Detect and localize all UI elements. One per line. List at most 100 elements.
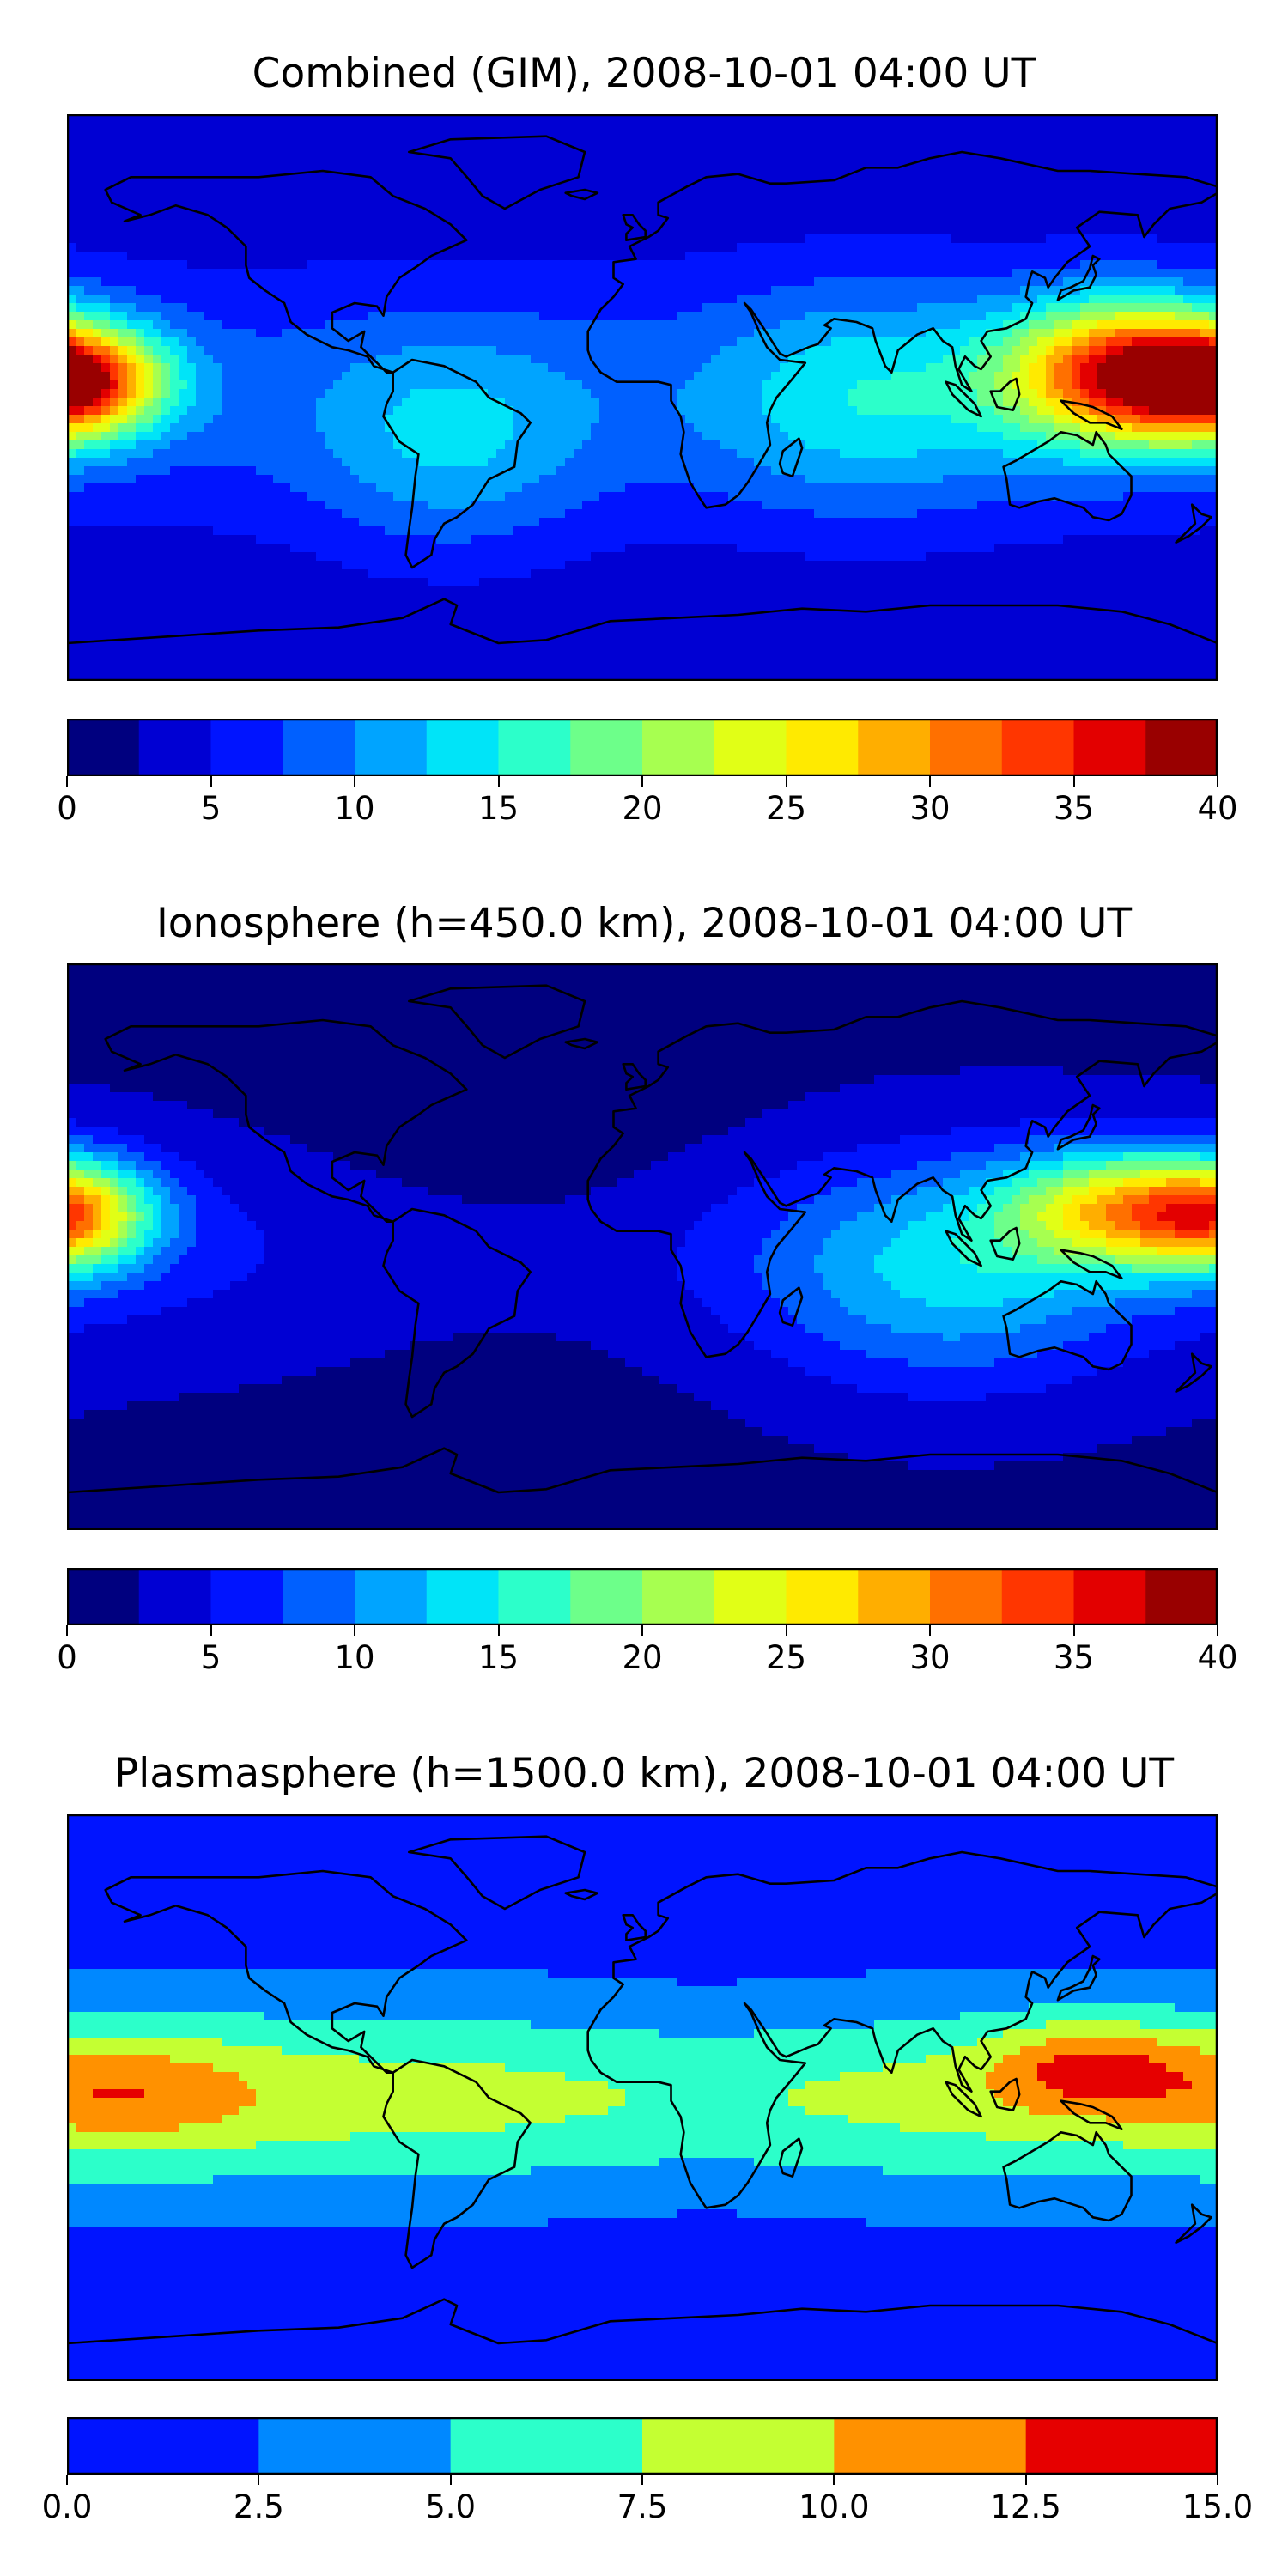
heatmap-cell [1046,389,1055,398]
heatmap-cell [1149,303,1158,313]
heatmap-cell [436,149,446,158]
heatmap-cell [445,337,454,347]
heatmap-cell [651,252,660,261]
heatmap-cell [668,389,677,398]
heatmap-cell [256,157,265,167]
heatmap-cell [642,123,652,132]
heatmap-cell [582,372,592,381]
heatmap-cell [153,140,162,149]
heatmap-cell [685,423,695,433]
heatmap-cell [883,337,892,347]
heatmap-cell [1029,183,1038,192]
heatmap-cell [797,140,806,149]
heatmap-cell [539,174,549,184]
heatmap-cell [479,226,489,235]
heatmap-cell [1063,183,1072,192]
heatmap-cell [505,286,514,295]
heatmap-cell [651,234,660,244]
heatmap-cell [196,183,205,192]
heatmap-cell [874,337,884,347]
heatmap-cell [591,131,600,141]
heatmap-cell [805,269,815,278]
heatmap-cell [196,252,205,261]
heatmap-cell [556,346,566,355]
heatmap-cell [969,329,978,338]
heatmap-cell [1157,252,1167,261]
heatmap-cell [256,140,265,149]
heatmap-cell [634,337,643,347]
heatmap-cell [1080,423,1090,433]
heatmap-cell [891,389,901,398]
heatmap-cell [101,140,111,149]
heatmap-cell [153,423,162,433]
heatmap-cell [857,269,866,278]
heatmap-cell [333,423,343,433]
heatmap-cell [805,234,815,244]
heatmap-cell [136,406,145,416]
heatmap-cell [754,372,763,381]
heatmap-cell [1037,277,1047,287]
heatmap-cell [1157,312,1167,321]
heatmap-cell [814,114,823,124]
heatmap-cell [1183,243,1193,252]
heatmap-cell [471,380,480,390]
heatmap-cell [144,295,154,304]
heatmap-cell [1072,191,1081,201]
heatmap-cell [290,166,300,175]
heatmap-cell [1063,320,1072,330]
heatmap-cell [161,243,171,252]
heatmap-cell [299,389,308,398]
heatmap-cell [402,217,411,227]
heatmap-cell [247,303,257,313]
heatmap-cell [496,337,506,347]
heatmap-cell [642,337,652,347]
heatmap-cell [805,226,815,235]
heatmap-cell [797,209,806,218]
heatmap-cell [204,149,214,158]
heatmap-cell [814,149,823,158]
heatmap-cell [737,209,746,218]
heatmap-cell [222,398,231,407]
heatmap-cell [634,320,643,330]
heatmap-cell [1106,380,1115,390]
heatmap-cell [866,260,875,270]
heatmap-cell [848,166,858,175]
heatmap-cell [342,140,351,149]
heatmap-cell [428,123,437,132]
heatmap-cell [213,174,222,184]
heatmap-cell [402,355,411,364]
heatmap-cell [282,252,291,261]
heatmap-cell [110,140,119,149]
heatmap-cell [290,243,300,252]
heatmap-cell [737,312,746,321]
heatmap-cell [1003,149,1012,158]
heatmap-cell [462,346,471,355]
heatmap-cell [462,191,471,201]
heatmap-cell [694,234,703,244]
heatmap-cell [1175,149,1184,158]
heatmap-cell [960,303,969,313]
heatmap-cell [1192,174,1201,184]
heatmap-cell [222,252,231,261]
heatmap-cell [565,363,574,373]
heatmap-cell [1140,380,1150,390]
heatmap-cell [1123,191,1133,201]
heatmap-cell [917,423,927,433]
heatmap-cell [1080,320,1090,330]
heatmap-cell [1166,217,1176,227]
heatmap-cell [634,140,643,149]
heatmap-cell [1192,398,1201,407]
heatmap-cell [994,269,1004,278]
heatmap-cell [548,157,557,167]
heatmap-cell [187,260,197,270]
heatmap-cell [702,191,712,201]
heatmap-cell [1175,166,1184,175]
heatmap-cell [608,191,617,201]
heatmap-cell [848,183,858,192]
heatmap-cell [548,183,557,192]
heatmap-cell [668,123,677,132]
heatmap-cell [230,131,240,141]
heatmap-cell [213,372,222,381]
heatmap-cell [608,234,617,244]
heatmap-cell [419,398,428,407]
